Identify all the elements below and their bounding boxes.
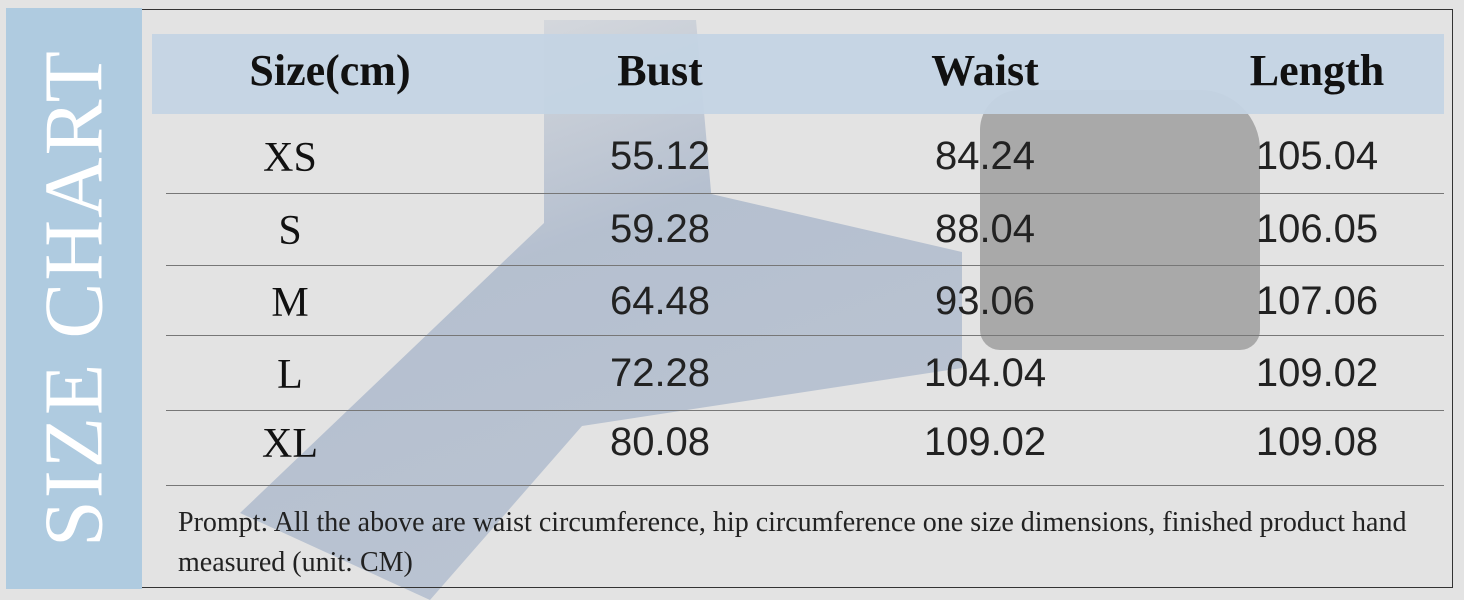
table-cell: 59.28 xyxy=(609,207,711,251)
table-cell: 84.24 xyxy=(934,134,1036,178)
table-header-band xyxy=(152,34,1444,114)
row-divider xyxy=(166,410,1444,411)
size-label: S xyxy=(278,208,302,254)
size-label: L xyxy=(277,352,303,398)
table-cell: 109.02 xyxy=(1255,351,1379,395)
sidebar-title: SIZE CHART xyxy=(27,49,121,547)
table-cell: 109.08 xyxy=(1255,420,1379,464)
column-header: Size(cm) xyxy=(249,46,411,95)
table-cell: 80.08 xyxy=(609,420,711,464)
table-cell: 72.28 xyxy=(609,351,711,395)
sidebar-banner: SIZE CHART xyxy=(6,8,142,589)
table-cell: 105.04 xyxy=(1255,134,1379,178)
table-cell: 88.04 xyxy=(934,207,1036,251)
size-label: M xyxy=(271,280,309,326)
column-header: Length xyxy=(1249,46,1385,95)
background-photo-shirt xyxy=(980,90,1260,350)
size-label: XS xyxy=(263,135,317,181)
table-cell: 106.05 xyxy=(1255,207,1379,251)
column-header: Waist xyxy=(931,46,1039,95)
row-divider xyxy=(166,335,1444,336)
table-cell: 93.06 xyxy=(934,279,1036,323)
chart-frame xyxy=(142,9,1453,588)
table-cell: 64.48 xyxy=(609,279,711,323)
table-cell: 104.04 xyxy=(923,351,1047,395)
row-divider xyxy=(166,265,1444,266)
size-label: XL xyxy=(262,421,318,467)
row-divider xyxy=(166,193,1444,194)
table-cell: 55.12 xyxy=(609,134,711,178)
table-cell: 109.02 xyxy=(923,420,1047,464)
column-header: Bust xyxy=(617,46,703,95)
measurement-note: Prompt: All the above are waist circumfe… xyxy=(178,507,1407,578)
row-divider xyxy=(166,485,1444,486)
table-cell: 107.06 xyxy=(1255,279,1379,323)
